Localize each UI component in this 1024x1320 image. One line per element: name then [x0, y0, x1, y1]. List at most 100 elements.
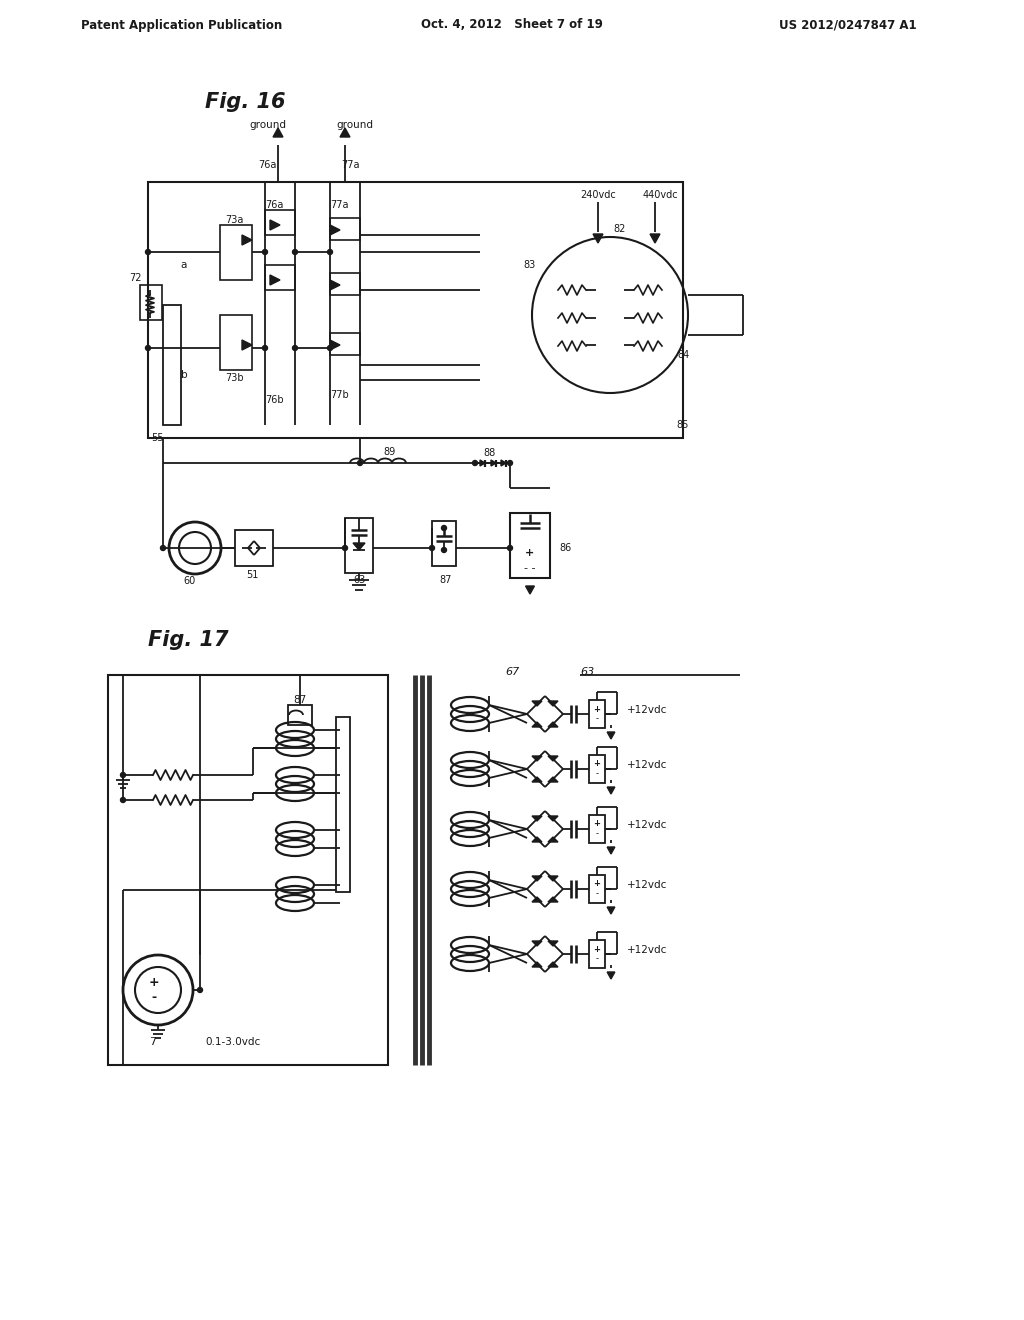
- Text: 88: 88: [484, 447, 496, 458]
- Bar: [265, 210, 295, 235]
- Bar: [589, 940, 605, 968]
- Bar: [220, 315, 252, 370]
- Circle shape: [145, 346, 151, 351]
- Polygon shape: [532, 701, 542, 706]
- Text: 77a: 77a: [341, 160, 359, 170]
- Text: 89: 89: [384, 447, 396, 457]
- Bar: [108, 675, 388, 1065]
- Text: +12vdc: +12vdc: [627, 945, 668, 954]
- Polygon shape: [330, 224, 340, 235]
- Bar: [163, 305, 181, 425]
- Polygon shape: [532, 722, 542, 727]
- Polygon shape: [353, 543, 365, 550]
- Circle shape: [328, 249, 333, 255]
- Polygon shape: [607, 733, 614, 739]
- Text: +12vdc: +12vdc: [627, 820, 668, 830]
- Text: 87: 87: [440, 576, 453, 585]
- Text: -: -: [596, 829, 598, 838]
- Text: - -: - -: [524, 564, 536, 573]
- Polygon shape: [548, 941, 558, 946]
- Text: +: +: [525, 548, 535, 558]
- Text: +12vdc: +12vdc: [627, 880, 668, 890]
- Polygon shape: [270, 275, 280, 285]
- Text: 73a: 73a: [225, 215, 244, 224]
- Text: 87: 87: [293, 696, 306, 705]
- Text: b: b: [180, 370, 187, 380]
- Polygon shape: [650, 234, 659, 243]
- Bar: [330, 333, 360, 355]
- Text: a: a: [181, 260, 187, 271]
- Bar: [589, 755, 605, 783]
- Text: -: -: [596, 890, 598, 899]
- Bar: [220, 224, 252, 280]
- Circle shape: [198, 987, 203, 993]
- Polygon shape: [273, 128, 283, 137]
- Polygon shape: [242, 341, 252, 350]
- Circle shape: [145, 249, 151, 255]
- Bar: [336, 717, 350, 892]
- Bar: [589, 875, 605, 903]
- Text: +: +: [148, 975, 160, 989]
- Text: 86: 86: [559, 543, 571, 553]
- Polygon shape: [548, 837, 558, 842]
- Text: 440vdc: 440vdc: [642, 190, 678, 201]
- Bar: [330, 273, 360, 294]
- Text: 76a: 76a: [258, 160, 276, 170]
- Polygon shape: [548, 962, 558, 968]
- Circle shape: [121, 797, 126, 803]
- Polygon shape: [480, 459, 485, 466]
- Text: 73b: 73b: [225, 374, 244, 383]
- Circle shape: [429, 545, 434, 550]
- Bar: [589, 814, 605, 843]
- Polygon shape: [532, 941, 542, 946]
- Polygon shape: [548, 701, 558, 706]
- Text: -: -: [596, 714, 598, 723]
- Polygon shape: [525, 586, 535, 594]
- Circle shape: [508, 461, 512, 466]
- Text: ground: ground: [250, 120, 287, 129]
- Circle shape: [441, 548, 446, 553]
- Circle shape: [357, 461, 362, 466]
- Bar: [432, 521, 456, 566]
- Circle shape: [262, 249, 267, 255]
- Polygon shape: [242, 235, 252, 246]
- Text: 77a: 77a: [330, 201, 348, 210]
- Circle shape: [342, 545, 347, 550]
- Text: 51: 51: [246, 570, 258, 579]
- Bar: [140, 285, 162, 319]
- Text: 55: 55: [151, 433, 163, 444]
- Text: 240vdc: 240vdc: [581, 190, 615, 201]
- Bar: [589, 700, 605, 729]
- Polygon shape: [270, 220, 280, 230]
- Text: 72: 72: [129, 273, 141, 282]
- Text: 67: 67: [505, 667, 519, 677]
- Text: +: +: [594, 759, 600, 768]
- Text: +: +: [594, 705, 600, 714]
- Polygon shape: [532, 898, 542, 902]
- Polygon shape: [532, 837, 542, 842]
- Polygon shape: [593, 234, 603, 243]
- Polygon shape: [340, 128, 350, 137]
- Text: 84: 84: [677, 350, 689, 360]
- Polygon shape: [607, 907, 614, 913]
- Text: Patent Application Publication: Patent Application Publication: [81, 18, 283, 32]
- Polygon shape: [532, 816, 542, 821]
- Text: +12vdc: +12vdc: [627, 760, 668, 770]
- Bar: [234, 531, 273, 566]
- Circle shape: [121, 772, 126, 777]
- Text: 0.1-3.0vdc: 0.1-3.0vdc: [205, 1038, 260, 1047]
- Text: +: +: [594, 945, 600, 953]
- Bar: [148, 182, 683, 438]
- Circle shape: [328, 346, 333, 351]
- Bar: [510, 513, 550, 578]
- Polygon shape: [548, 898, 558, 902]
- Text: 76b: 76b: [265, 395, 284, 405]
- Text: -: -: [596, 770, 598, 779]
- Circle shape: [293, 249, 298, 255]
- Polygon shape: [501, 459, 506, 466]
- Text: US 2012/0247847 A1: US 2012/0247847 A1: [779, 18, 916, 32]
- Circle shape: [508, 545, 512, 550]
- Polygon shape: [548, 816, 558, 821]
- Text: Fig. 17: Fig. 17: [148, 630, 228, 649]
- Text: Oct. 4, 2012   Sheet 7 of 19: Oct. 4, 2012 Sheet 7 of 19: [421, 18, 603, 32]
